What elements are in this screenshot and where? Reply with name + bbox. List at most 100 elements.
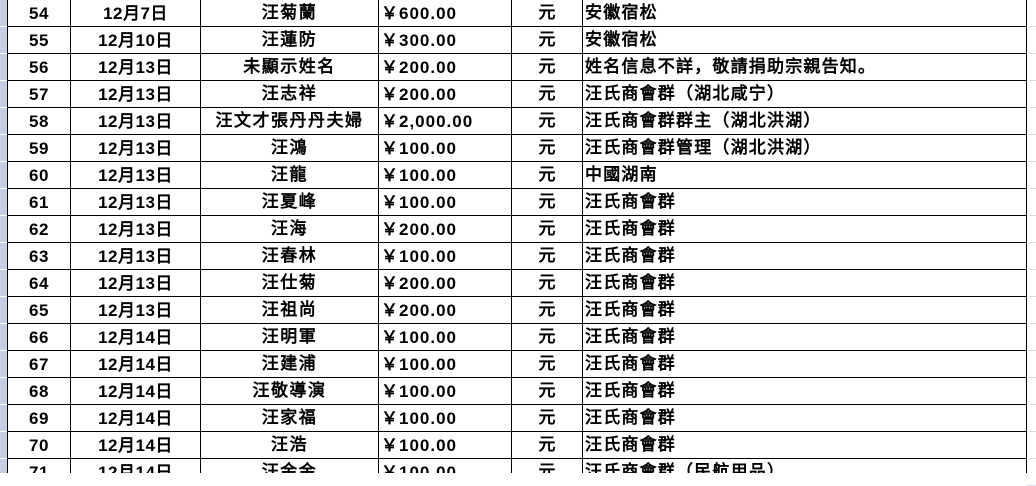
cell-unit[interactable]: 元 [511, 215, 583, 243]
cell-unit[interactable]: 元 [511, 458, 583, 473]
cell-unit[interactable]: 元 [511, 296, 583, 324]
cell-idx[interactable]: 56 [7, 53, 71, 81]
cell-name[interactable]: 汪建浦 [200, 350, 379, 378]
cell-unit[interactable]: 元 [511, 107, 583, 135]
table-row[interactable]: 71 12月14日 汪金金 ￥100.00 元汪氏商會群（民航用品） [7, 458, 1027, 473]
cell-amount[interactable]: ￥100.00 [378, 431, 512, 459]
cell-idx[interactable]: 69 [7, 404, 71, 432]
cell-date[interactable]: 12月13日 [70, 296, 201, 324]
cell-date[interactable]: 12月10日 [70, 26, 201, 54]
table-row[interactable]: 58 12月13日 汪文才張丹丹夫婦 ￥2,000.00 元汪氏商會群群主（湖北洪湖） [7, 107, 1027, 135]
cell-date[interactable]: 12月14日 [70, 431, 201, 459]
cell-amount[interactable]: ￥2,000.00 [378, 107, 512, 135]
cell-date[interactable]: 12月14日 [70, 404, 201, 432]
cell-idx[interactable]: 65 [7, 296, 71, 324]
cell-unit[interactable]: 元 [511, 188, 583, 216]
cell-date[interactable]: 12月14日 [70, 350, 201, 378]
table-row[interactable]: 59 12月13日 汪鴻 ￥100.00 元汪氏商會群管理（湖北洪湖） [7, 134, 1027, 162]
cell-name[interactable]: 汪鴻 [200, 134, 379, 162]
cell-idx[interactable]: 54 [7, 0, 71, 27]
table-row[interactable]: 57 12月13日 汪志祥 ￥200.00 元汪氏商會群（湖北咸宁） [7, 80, 1027, 108]
cell-unit[interactable]: 元 [511, 80, 583, 108]
row-header-gutter-left[interactable] [0, 0, 7, 486]
cell-unit[interactable]: 元 [511, 323, 583, 351]
cell-remark[interactable]: 姓名信息不詳，敬請捐助宗親告知。 [582, 53, 1027, 81]
cell-idx[interactable]: 58 [7, 107, 71, 135]
cell-date[interactable]: 12月13日 [70, 161, 201, 189]
cell-amount[interactable]: ￥200.00 [378, 296, 512, 324]
cell-name[interactable]: 汪春林 [200, 242, 379, 270]
cell-idx[interactable]: 70 [7, 431, 71, 459]
table-row[interactable]: 68 12月14日 汪敬導演 ￥100.00 元汪氏商會群 [7, 377, 1027, 405]
cell-idx[interactable]: 61 [7, 188, 71, 216]
table-row[interactable]: 70 12月14日 汪浩 ￥100.00 元汪氏商會群 [7, 431, 1027, 459]
cell-name[interactable]: 汪菊蘭 [200, 0, 379, 27]
cell-unit[interactable]: 元 [511, 134, 583, 162]
table-row[interactable]: 64 12月13日 汪仕菊 ￥200.00 元汪氏商會群 [7, 269, 1027, 297]
cell-remark[interactable]: 汪氏商會群 [582, 242, 1027, 270]
cell-name[interactable]: 汪仕菊 [200, 269, 379, 297]
table-row[interactable]: 60 12月13日 汪龍 ￥100.00 元中國湖南 [7, 161, 1027, 189]
cell-remark[interactable]: 汪氏商會群 [582, 215, 1027, 243]
cell-date[interactable]: 12月13日 [70, 215, 201, 243]
cell-date[interactable]: 12月13日 [70, 188, 201, 216]
cell-remark[interactable]: 安徽宿松 [582, 0, 1027, 27]
cell-idx[interactable]: 63 [7, 242, 71, 270]
table-row[interactable]: 67 12月14日 汪建浦 ￥100.00 元汪氏商會群 [7, 350, 1027, 378]
cell-amount[interactable]: ￥100.00 [378, 377, 512, 405]
cell-date[interactable]: 12月13日 [70, 53, 201, 81]
table-row[interactable]: 62 12月13日 汪海 ￥200.00 元汪氏商會群 [7, 215, 1027, 243]
cell-idx[interactable]: 57 [7, 80, 71, 108]
cell-amount[interactable]: ￥200.00 [378, 269, 512, 297]
cell-amount[interactable]: ￥100.00 [378, 188, 512, 216]
cell-unit[interactable]: 元 [511, 26, 583, 54]
cell-unit[interactable]: 元 [511, 161, 583, 189]
cell-remark[interactable]: 汪氏商會群（民航用品） [582, 458, 1027, 473]
cell-date[interactable]: 12月14日 [70, 377, 201, 405]
cell-name[interactable]: 汪文才張丹丹夫婦 [200, 107, 379, 135]
cell-idx[interactable]: 71 [7, 458, 71, 473]
cell-name[interactable]: 汪祖尚 [200, 296, 379, 324]
cell-date[interactable]: 12月14日 [70, 323, 201, 351]
cell-date[interactable]: 12月13日 [70, 242, 201, 270]
table-row[interactable]: 55 12月10日 汪蓮防 ￥300.00 元安徽宿松 [7, 26, 1027, 54]
cell-remark[interactable]: 汪氏商會群管理（湖北洪湖） [582, 134, 1027, 162]
cell-amount[interactable]: ￥100.00 [378, 134, 512, 162]
cell-unit[interactable]: 元 [511, 404, 583, 432]
cell-unit[interactable]: 元 [511, 242, 583, 270]
cell-unit[interactable]: 元 [511, 53, 583, 81]
cell-unit[interactable]: 元 [511, 431, 583, 459]
cell-idx[interactable]: 59 [7, 134, 71, 162]
cell-amount[interactable]: ￥200.00 [378, 215, 512, 243]
cell-amount[interactable]: ￥100.00 [378, 458, 512, 473]
cell-remark[interactable]: 汪氏商會群 [582, 269, 1027, 297]
cell-unit[interactable]: 元 [511, 350, 583, 378]
cell-amount[interactable]: ￥300.00 [378, 26, 512, 54]
cell-name[interactable]: 汪浩 [200, 431, 379, 459]
cell-remark[interactable]: 中國湖南 [582, 161, 1027, 189]
cell-name[interactable]: 未顯示姓名 [200, 53, 379, 81]
cell-name[interactable]: 汪明軍 [200, 323, 379, 351]
cell-remark[interactable]: 汪氏商會群群主（湖北洪湖） [582, 107, 1027, 135]
table-row[interactable]: 61 12月13日 汪夏峰 ￥100.00 元汪氏商會群 [7, 188, 1027, 216]
cell-date[interactable]: 12月7日 [70, 0, 201, 27]
cell-amount[interactable]: ￥100.00 [378, 350, 512, 378]
cell-amount[interactable]: ￥200.00 [378, 80, 512, 108]
cell-unit[interactable]: 元 [511, 269, 583, 297]
cell-idx[interactable]: 60 [7, 161, 71, 189]
cell-amount[interactable]: ￥200.00 [378, 53, 512, 81]
cell-date[interactable]: 12月13日 [70, 80, 201, 108]
table-row[interactable]: 65 12月13日 汪祖尚 ￥200.00 元汪氏商會群 [7, 296, 1027, 324]
cell-idx[interactable]: 67 [7, 350, 71, 378]
cell-amount[interactable]: ￥100.00 [378, 323, 512, 351]
cell-idx[interactable]: 62 [7, 215, 71, 243]
cell-amount[interactable]: ￥100.00 [378, 404, 512, 432]
table-row[interactable]: 63 12月13日 汪春林 ￥100.00 元汪氏商會群 [7, 242, 1027, 270]
cell-remark[interactable]: 汪氏商會群 [582, 404, 1027, 432]
cell-name[interactable]: 汪蓮防 [200, 26, 379, 54]
table-row[interactable]: 66 12月14日 汪明軍 ￥100.00 元汪氏商會群 [7, 323, 1027, 351]
cell-remark[interactable]: 汪氏商會群（湖北咸宁） [582, 80, 1027, 108]
cell-amount[interactable]: ￥600.00 [378, 0, 512, 27]
cell-unit[interactable]: 元 [511, 377, 583, 405]
cell-amount[interactable]: ￥100.00 [378, 161, 512, 189]
